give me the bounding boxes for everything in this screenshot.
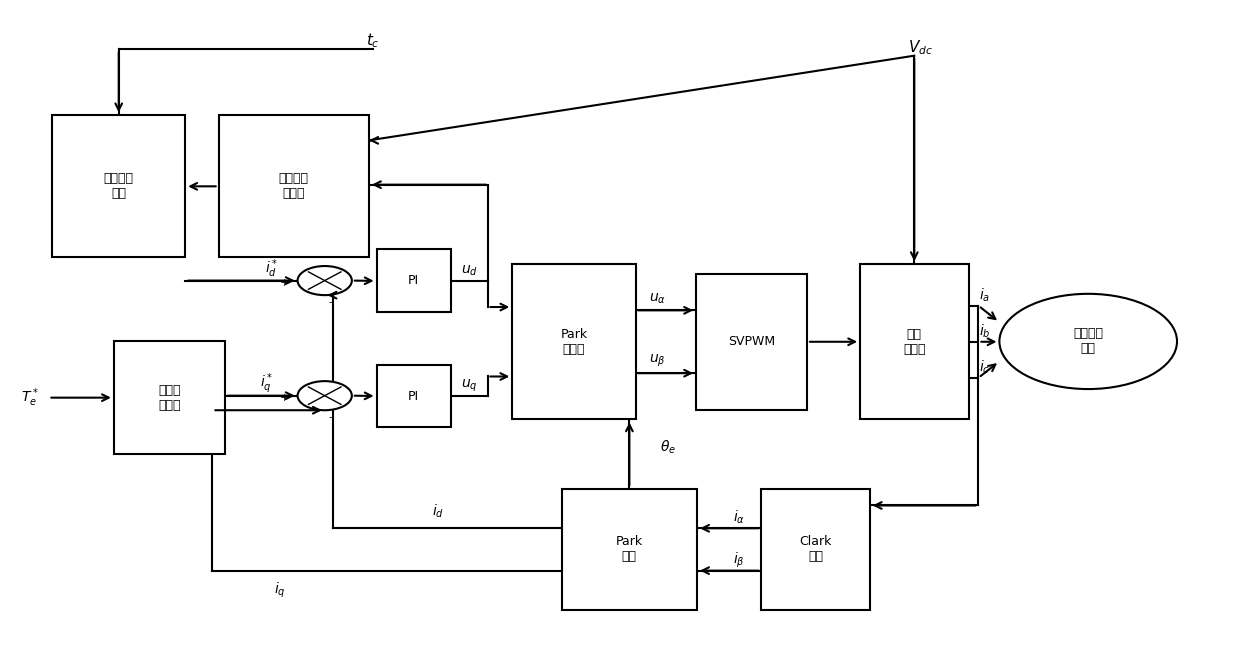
FancyBboxPatch shape — [561, 489, 698, 610]
Text: 三相
逆变器: 三相 逆变器 — [903, 327, 926, 356]
FancyBboxPatch shape — [860, 264, 969, 420]
Text: $i_q$: $i_q$ — [275, 581, 286, 600]
Text: PI: PI — [408, 390, 419, 402]
FancyBboxPatch shape — [218, 115, 369, 257]
FancyBboxPatch shape — [377, 249, 451, 312]
Text: +: + — [279, 277, 289, 287]
Text: $i_q^*$: $i_q^*$ — [260, 372, 274, 396]
FancyBboxPatch shape — [377, 365, 451, 428]
Text: Park
逆变换: Park 逆变换 — [560, 327, 587, 356]
Text: 永磁同步
电机: 永磁同步 电机 — [1073, 327, 1103, 356]
Text: $i_b$: $i_b$ — [979, 322, 990, 340]
Text: -: - — [328, 297, 333, 307]
FancyBboxPatch shape — [761, 489, 870, 610]
Text: $i_\beta$: $i_\beta$ — [733, 550, 745, 570]
Circle shape — [297, 381, 352, 410]
Text: $u_q$: $u_q$ — [461, 378, 477, 394]
FancyBboxPatch shape — [114, 342, 224, 454]
Text: PI: PI — [408, 274, 419, 287]
Text: 弱磁控制
算法: 弱磁控制 算法 — [104, 172, 134, 200]
Text: $\theta_e$: $\theta_e$ — [660, 439, 676, 456]
Text: $u_\alpha$: $u_\alpha$ — [649, 291, 667, 305]
Text: -: - — [328, 412, 333, 422]
FancyBboxPatch shape — [696, 274, 807, 410]
Text: $i_d$: $i_d$ — [432, 503, 445, 520]
FancyBboxPatch shape — [512, 264, 636, 420]
Text: $t_c$: $t_c$ — [366, 32, 379, 51]
Text: Clark
变换: Clark 变换 — [799, 536, 831, 564]
Text: 转矩电
流变换: 转矩电 流变换 — [159, 384, 181, 412]
Text: 实时调制
比计算: 实时调制 比计算 — [279, 172, 309, 200]
Text: $i_c$: $i_c$ — [979, 359, 990, 376]
Text: $T_e^*$: $T_e^*$ — [21, 386, 38, 409]
Text: $u_d$: $u_d$ — [461, 263, 477, 278]
Text: +: + — [279, 393, 289, 403]
Text: $i_\alpha$: $i_\alpha$ — [733, 509, 745, 526]
Text: $u_\beta$: $u_\beta$ — [649, 353, 667, 370]
FancyBboxPatch shape — [52, 115, 186, 257]
Text: $i_a$: $i_a$ — [979, 286, 990, 304]
Text: $V_{dc}$: $V_{dc}$ — [908, 39, 933, 57]
Text: Park
变换: Park 变换 — [616, 536, 643, 564]
Text: SVPWM: SVPWM — [729, 336, 776, 348]
Text: $i_d^*$: $i_d^*$ — [265, 257, 279, 280]
Circle shape — [1000, 293, 1177, 389]
Circle shape — [297, 266, 352, 295]
